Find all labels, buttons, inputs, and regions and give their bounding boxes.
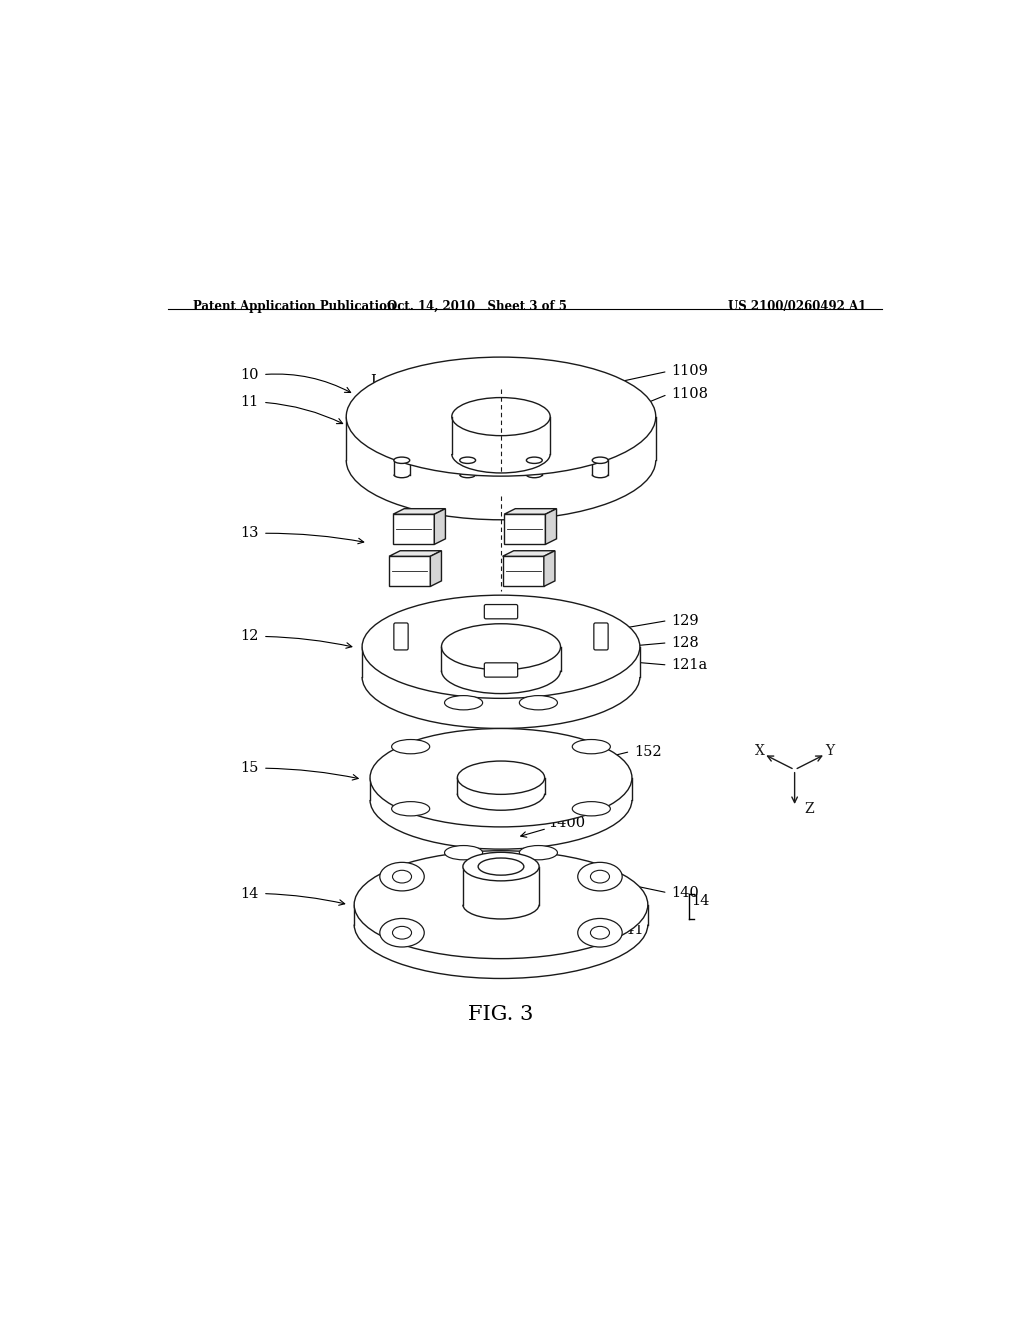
- Ellipse shape: [578, 862, 623, 891]
- Text: 10: 10: [241, 367, 259, 381]
- Ellipse shape: [452, 397, 550, 436]
- Ellipse shape: [444, 696, 482, 710]
- Polygon shape: [503, 550, 555, 556]
- Ellipse shape: [392, 870, 412, 883]
- Text: X: X: [755, 744, 765, 758]
- Ellipse shape: [572, 801, 610, 816]
- FancyBboxPatch shape: [484, 663, 518, 677]
- Ellipse shape: [578, 919, 623, 946]
- Ellipse shape: [591, 870, 609, 883]
- Ellipse shape: [391, 739, 430, 754]
- Polygon shape: [389, 550, 441, 556]
- Ellipse shape: [444, 846, 482, 859]
- Polygon shape: [452, 417, 550, 461]
- FancyBboxPatch shape: [594, 623, 608, 649]
- Polygon shape: [504, 515, 546, 544]
- Polygon shape: [546, 508, 557, 544]
- Polygon shape: [346, 417, 655, 461]
- Ellipse shape: [519, 696, 557, 710]
- Text: 1108: 1108: [672, 387, 709, 401]
- Text: Oct. 14, 2010   Sheet 3 of 5: Oct. 14, 2010 Sheet 3 of 5: [387, 300, 567, 313]
- Polygon shape: [544, 550, 555, 586]
- Polygon shape: [370, 777, 632, 800]
- Ellipse shape: [460, 457, 475, 463]
- Polygon shape: [434, 508, 445, 544]
- Text: 15: 15: [241, 762, 259, 775]
- Text: 1109: 1109: [672, 364, 709, 379]
- Text: Patent Application Publication: Patent Application Publication: [194, 300, 395, 313]
- Ellipse shape: [526, 457, 543, 463]
- Text: L: L: [370, 374, 380, 388]
- Ellipse shape: [346, 358, 655, 477]
- Polygon shape: [430, 550, 441, 586]
- Text: 129: 129: [672, 614, 699, 627]
- Text: 140: 140: [672, 886, 699, 900]
- Ellipse shape: [458, 762, 545, 795]
- Polygon shape: [441, 647, 560, 677]
- Ellipse shape: [519, 846, 557, 859]
- Polygon shape: [458, 777, 545, 800]
- Text: 14: 14: [241, 887, 259, 900]
- Ellipse shape: [380, 862, 424, 891]
- Polygon shape: [503, 556, 544, 586]
- Text: Z: Z: [804, 803, 814, 816]
- Ellipse shape: [380, 919, 424, 946]
- Text: 12: 12: [241, 630, 259, 643]
- Text: 1400: 1400: [549, 816, 586, 830]
- Text: 152: 152: [634, 744, 662, 759]
- Ellipse shape: [394, 457, 410, 463]
- Text: 128: 128: [672, 636, 699, 649]
- Ellipse shape: [441, 624, 560, 669]
- Text: FIG. 3: FIG. 3: [468, 1005, 534, 1024]
- Text: 141: 141: [616, 923, 643, 937]
- Polygon shape: [393, 515, 434, 544]
- Ellipse shape: [391, 801, 430, 816]
- Polygon shape: [504, 508, 557, 515]
- Ellipse shape: [591, 927, 609, 939]
- Text: Y: Y: [825, 744, 835, 758]
- Ellipse shape: [392, 927, 412, 939]
- FancyBboxPatch shape: [394, 623, 409, 649]
- Text: 121a: 121a: [672, 657, 708, 672]
- Polygon shape: [362, 647, 640, 677]
- Polygon shape: [389, 556, 430, 586]
- Ellipse shape: [370, 729, 632, 826]
- Ellipse shape: [362, 595, 640, 698]
- Ellipse shape: [592, 457, 608, 463]
- Ellipse shape: [463, 853, 539, 880]
- Polygon shape: [463, 867, 539, 904]
- Ellipse shape: [478, 858, 524, 875]
- Polygon shape: [393, 508, 445, 515]
- Ellipse shape: [572, 739, 610, 754]
- Polygon shape: [354, 904, 648, 924]
- Text: 11: 11: [241, 395, 259, 409]
- Text: 13: 13: [241, 527, 259, 540]
- Ellipse shape: [354, 850, 648, 958]
- Text: 14: 14: [691, 894, 710, 908]
- Text: US 2100/0260492 A1: US 2100/0260492 A1: [728, 300, 866, 313]
- FancyBboxPatch shape: [484, 605, 518, 619]
